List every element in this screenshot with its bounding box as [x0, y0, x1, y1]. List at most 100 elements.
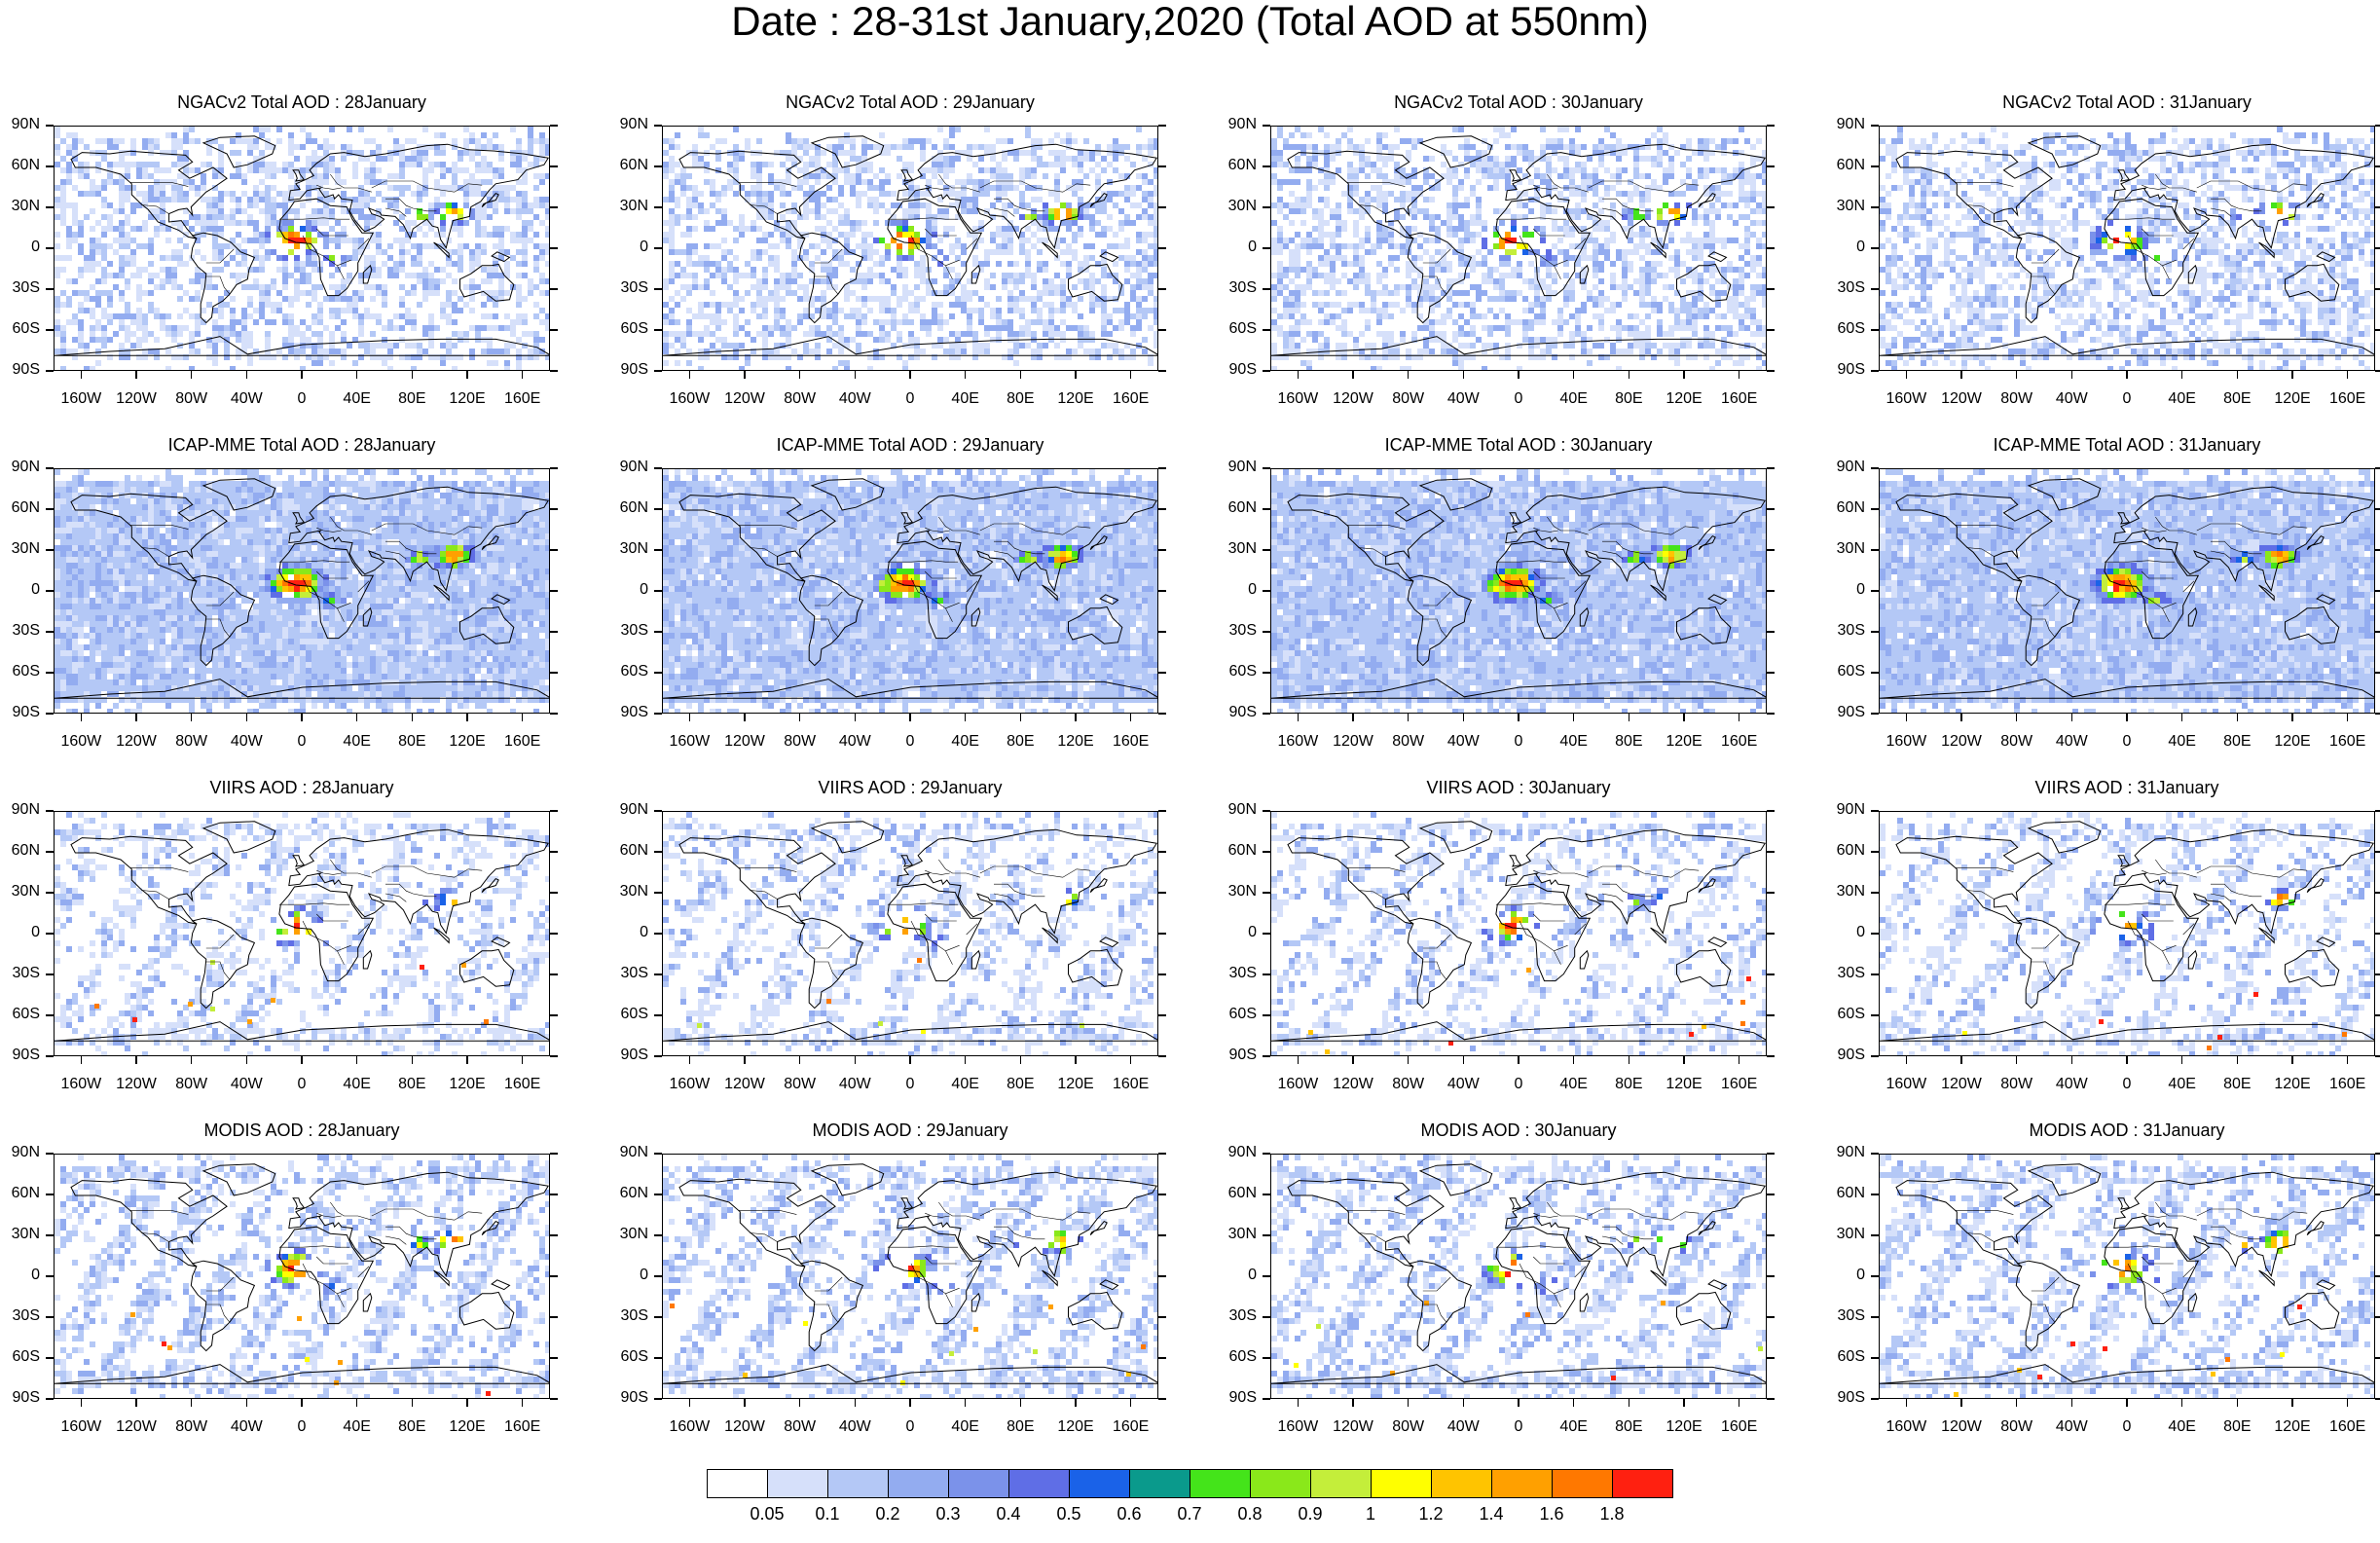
- lat-label: 90N: [0, 459, 40, 476]
- panel-title: MODIS AOD : 28January: [54, 1121, 550, 1141]
- lon-tick: [81, 371, 83, 379]
- lat-tick: [1263, 206, 1270, 208]
- aod-map: [54, 1154, 550, 1399]
- lon-label: 80W: [1379, 1418, 1438, 1436]
- lat-label: 30S: [0, 622, 40, 640]
- lat-tick: [1158, 1153, 1166, 1155]
- lon-tick: [466, 371, 468, 379]
- lat-tick: [1158, 851, 1166, 853]
- lon-tick: [1352, 1056, 1354, 1064]
- lat-label: 30N: [0, 198, 40, 215]
- lon-label: 0: [1489, 733, 1548, 751]
- lon-label: 120W: [715, 733, 774, 751]
- lat-tick: [2375, 206, 2380, 208]
- panel-title: VIIRS AOD : 30January: [1270, 778, 1767, 798]
- lat-label: 30S: [0, 1307, 40, 1325]
- lon-tick: [1573, 714, 1575, 721]
- aod-field: [1271, 812, 1767, 1056]
- lat-label: 90S: [605, 704, 648, 721]
- lon-tick: [1408, 714, 1410, 721]
- lon-label: 160E: [1102, 1076, 1160, 1093]
- lat-tick: [550, 165, 558, 167]
- lat-tick: [1158, 125, 1166, 127]
- lat-tick: [550, 933, 558, 935]
- lon-label: 80W: [1988, 1418, 2046, 1436]
- lon-tick: [466, 714, 468, 721]
- lat-tick: [654, 851, 662, 853]
- lat-label: 30S: [1822, 1307, 1865, 1325]
- lon-tick: [744, 1056, 746, 1064]
- lat-tick: [46, 631, 54, 633]
- lat-label: 30N: [0, 883, 40, 900]
- lat-tick: [1767, 467, 1775, 469]
- lat-label: 90S: [0, 361, 40, 379]
- lat-label: 90S: [605, 361, 648, 379]
- lon-label: 120E: [1655, 1076, 1713, 1093]
- lon-tick: [855, 1056, 857, 1064]
- lat-tick: [2375, 974, 2380, 975]
- lon-tick: [2071, 1056, 2073, 1064]
- lat-tick: [46, 1055, 54, 1057]
- country-border: [1496, 903, 1566, 904]
- panel-title: ICAP-MME Total AOD : 30January: [1270, 435, 1767, 456]
- lon-label: 160E: [2319, 1076, 2377, 1093]
- lat-tick: [654, 933, 662, 935]
- lat-tick: [1871, 508, 1879, 510]
- lat-tick: [550, 1398, 558, 1400]
- lon-tick: [1020, 1399, 1022, 1407]
- lat-tick: [2375, 467, 2380, 469]
- lat-tick: [550, 549, 558, 551]
- lat-tick: [46, 892, 54, 894]
- lon-tick: [191, 714, 193, 721]
- lat-label: 0: [0, 924, 40, 941]
- coastline: [363, 1294, 372, 1311]
- lon-label: 80E: [2208, 733, 2266, 751]
- lon-tick: [1683, 714, 1685, 721]
- lon-tick: [246, 1399, 248, 1407]
- lat-label: 60N: [0, 1185, 40, 1202]
- lon-tick: [466, 1399, 468, 1407]
- lon-label: 40W: [217, 390, 275, 408]
- panel-title: NGACv2 Total AOD : 29January: [662, 92, 1158, 113]
- lon-tick: [1906, 1399, 1908, 1407]
- lat-label: 0: [0, 239, 40, 256]
- lat-tick: [2375, 165, 2380, 167]
- lon-tick: [2071, 371, 2073, 379]
- panel-title: NGACv2 Total AOD : 28January: [54, 92, 550, 113]
- lat-label: 90N: [1214, 459, 1257, 476]
- lat-tick: [1767, 974, 1775, 975]
- lat-label: 30N: [605, 198, 648, 215]
- lat-tick: [1767, 329, 1775, 331]
- lon-label: 0: [273, 1418, 331, 1436]
- lat-tick: [1263, 508, 1270, 510]
- lon-tick: [1739, 1399, 1740, 1407]
- panel-title: VIIRS AOD : 31January: [1879, 778, 2375, 798]
- lon-label: 120E: [1046, 733, 1105, 751]
- lat-tick: [2375, 1014, 2380, 1016]
- aod-map: [1270, 468, 1767, 714]
- lon-label: 120E: [438, 733, 496, 751]
- lat-tick: [550, 467, 558, 469]
- lat-tick: [1158, 892, 1166, 894]
- lon-label: 120W: [1324, 733, 1382, 751]
- lat-tick: [1263, 165, 1270, 167]
- lat-tick: [46, 810, 54, 812]
- panel-title: VIIRS AOD : 29January: [662, 778, 1158, 798]
- lon-tick: [356, 1056, 358, 1064]
- lon-label: 40W: [1434, 390, 1492, 408]
- lat-tick: [1767, 1357, 1775, 1359]
- lon-label: 0: [273, 733, 331, 751]
- lat-tick: [1263, 1014, 1270, 1016]
- lat-tick: [550, 125, 558, 127]
- lat-tick: [2375, 631, 2380, 633]
- colorbar-swatch: [1008, 1469, 1070, 1498]
- lat-tick: [1158, 247, 1166, 249]
- lat-label: 90S: [605, 1047, 648, 1064]
- lon-label: 40E: [936, 1076, 995, 1093]
- country-border: [330, 1202, 372, 1220]
- lon-tick: [1075, 1056, 1077, 1064]
- lon-label: 160W: [1268, 1076, 1327, 1093]
- lon-tick: [191, 1056, 193, 1064]
